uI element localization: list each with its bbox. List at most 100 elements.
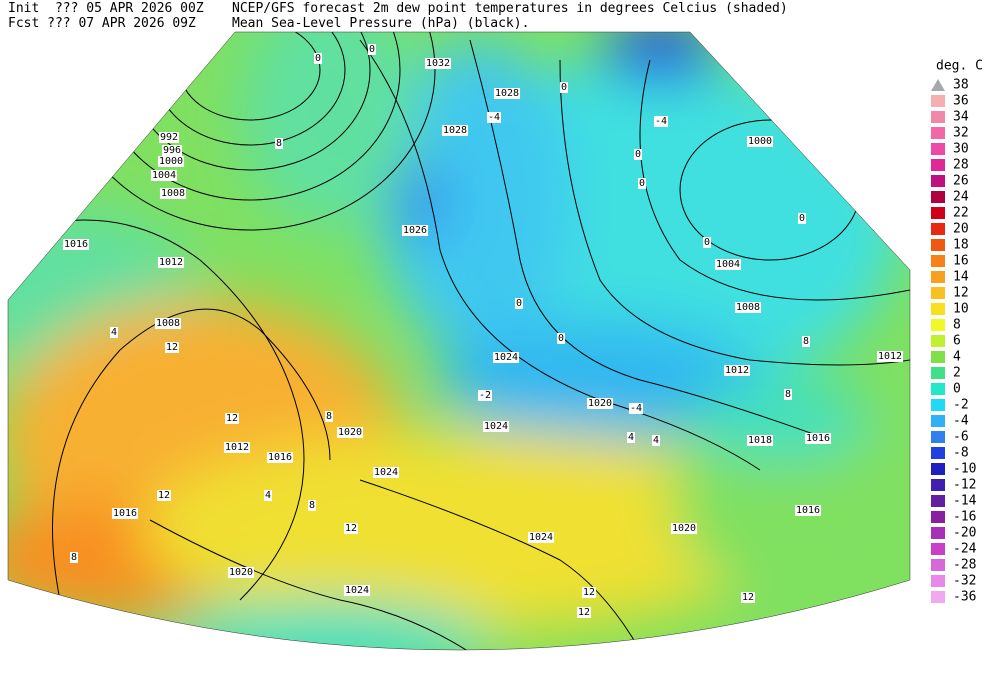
legend-label: 16 <box>953 254 969 269</box>
dewpoint-label: 0 <box>369 44 375 55</box>
legend-swatch <box>931 175 945 187</box>
map-border <box>7 31 911 651</box>
dewpoint-label: 4 <box>111 327 117 338</box>
isobar-label-bg <box>714 259 742 270</box>
dewpoint-label-bg <box>801 336 811 347</box>
isobar-label-bg <box>586 398 614 409</box>
legend-label: 18 <box>953 238 969 253</box>
dewpoint-label-bg <box>263 490 273 501</box>
legend-swatch <box>931 511 945 523</box>
dewpoint-label: 12 <box>583 587 595 598</box>
isobar-label: 1000 <box>159 156 183 167</box>
dewpoint-label: 0 <box>561 82 567 93</box>
legend-label: -2 <box>953 398 969 413</box>
isobar-label: 1016 <box>64 239 88 250</box>
isobar-label: 1016 <box>806 433 830 444</box>
legend-swatch <box>931 527 945 539</box>
fcst-line: Fcst ??? 07 APR 2026 09Z <box>8 16 196 31</box>
dewpoint-label-bg <box>477 390 493 401</box>
dewpoint-label: 8 <box>309 500 315 511</box>
legend-swatch <box>931 399 945 411</box>
legend-label: 6 <box>953 334 961 349</box>
isobar-label: 1018 <box>748 435 772 446</box>
dewpoint-label-bg <box>559 82 569 93</box>
map-subtitle: Mean Sea-Level Pressure (hPa) (black). <box>232 16 530 31</box>
dewpoint-label: 12 <box>166 342 178 353</box>
dewpoint-label-bg <box>651 435 661 446</box>
legend-swatch <box>931 447 945 459</box>
isobar-label: 1020 <box>672 523 696 534</box>
dewpoint-label: 0 <box>516 298 522 309</box>
legend-swatch <box>931 303 945 315</box>
isobar-label-bg <box>161 145 183 156</box>
dewpoint-label-bg <box>576 607 592 618</box>
legend-label: -24 <box>953 542 977 557</box>
dewpoint-label-bg <box>367 44 377 55</box>
isobar-label: 1024 <box>484 421 508 432</box>
dewpoint-label-bg <box>556 333 566 344</box>
legend-label: -12 <box>953 478 976 493</box>
isobar-label: 1024 <box>494 352 518 363</box>
legend-swatch <box>931 143 945 155</box>
dewpoint-label: 8 <box>276 138 282 149</box>
dewpoint-label: 8 <box>785 389 791 400</box>
legend-swatch <box>931 335 945 347</box>
legend-swatch <box>931 319 945 331</box>
dewpoint-label-bg <box>109 327 119 338</box>
dewpoint-label-bg <box>633 149 643 160</box>
legend-swatch <box>931 495 945 507</box>
isobar-label: 1008 <box>161 188 185 199</box>
isobar-label: 1008 <box>156 318 180 329</box>
legend-swatch <box>931 271 945 283</box>
isobar-label-bg <box>746 136 774 147</box>
isobar-label-bg <box>876 351 904 362</box>
dewpoint-label: -4 <box>488 112 500 123</box>
dewpoint-label: 12 <box>226 413 238 424</box>
isobar-label: 1024 <box>345 585 369 596</box>
isobar-label: 1004 <box>716 259 740 270</box>
isobar-label-bg <box>794 505 822 516</box>
isobar-label: 1004 <box>152 170 176 181</box>
legend-swatch <box>931 463 945 475</box>
dewpoint-label: 4 <box>265 490 271 501</box>
legend-swatch <box>931 479 945 491</box>
dewpoint-label-bg <box>702 237 712 248</box>
isobar-label-bg <box>159 188 187 199</box>
dewpoint-label-bg <box>69 552 79 563</box>
init-line: Init ??? 05 APR 2026 00Z <box>8 1 204 16</box>
isobar-label: 1012 <box>225 442 249 453</box>
isobar-label: 1028 <box>495 88 519 99</box>
legend-label: -28 <box>953 558 976 573</box>
isobar-label: 1012 <box>725 365 749 376</box>
dewpoint-label: 8 <box>71 552 77 563</box>
isobar-label: 1020 <box>338 427 362 438</box>
dewpoint-label-bg <box>274 138 284 149</box>
dewpoint-label-bg <box>324 411 334 422</box>
isobar-label: 1016 <box>268 452 292 463</box>
dewpoint-label-bg <box>307 500 317 511</box>
map-title: NCEP/GFS forecast 2m dew point temperatu… <box>232 1 788 16</box>
dewpoint-label: 0 <box>639 178 645 189</box>
isobar-label-bg <box>158 132 180 143</box>
dewpoint-label-bg <box>313 53 323 64</box>
isobar-label-bg <box>157 257 185 268</box>
dewpoint-label-bg <box>653 116 669 127</box>
dewpoint-label-bg <box>156 490 172 501</box>
isobar-label-bg <box>343 585 371 596</box>
isobar-label: 992 <box>160 132 178 143</box>
legend-label: 32 <box>953 126 969 141</box>
dewpoint-label: 12 <box>578 607 590 618</box>
legend-label: 20 <box>953 222 969 237</box>
legend-swatch <box>931 255 945 267</box>
isobar-label: 1028 <box>443 125 467 136</box>
legend-label: 36 <box>953 94 969 109</box>
legend-label: 2 <box>953 366 961 381</box>
legend-swatch <box>931 591 945 603</box>
legend-label: 8 <box>953 318 961 333</box>
isobar-label: 1012 <box>159 257 183 268</box>
isobar-label: 1020 <box>229 567 253 578</box>
isobar-label-bg <box>734 302 762 313</box>
dewpoint-label: 12 <box>345 523 357 534</box>
